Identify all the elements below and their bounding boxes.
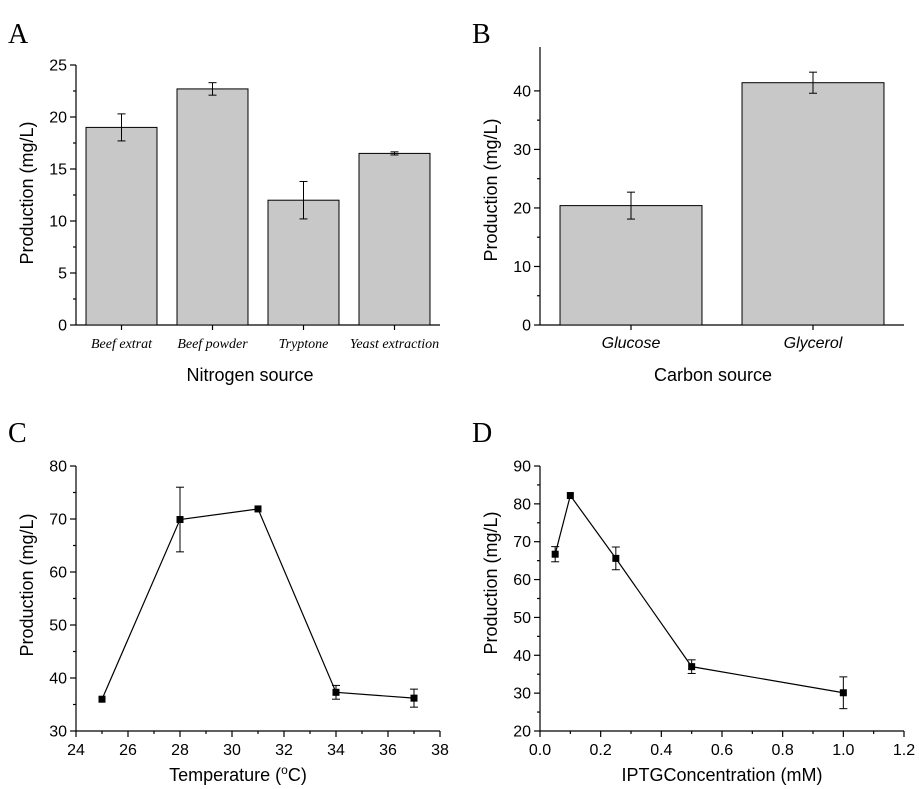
panel-a: A Production (mg/L) Nitrogen source 0 5 10… xyxy=(8,19,440,385)
panel-c-ytick-label: 70 xyxy=(49,512,67,529)
panel-c-data-point xyxy=(254,505,262,513)
panel-a-xlabel: Nitrogen source xyxy=(186,365,313,385)
panel-c-xtick-label: 24 xyxy=(67,742,85,759)
panel-a-ytick-label: 15 xyxy=(49,162,67,179)
panel-c-series-line xyxy=(101,508,415,700)
panel-b-ytick-label: 30 xyxy=(513,142,531,159)
panel-d-data-point xyxy=(688,663,696,671)
panel-d-ytick-label: 20 xyxy=(513,724,531,741)
panel-d-ytick-label: 30 xyxy=(513,686,531,703)
panel-b: B Production (mg/L) Carbon source 0 10 20 3… xyxy=(472,19,904,385)
panel-c-xtick-label: 30 xyxy=(223,742,241,759)
panel-b-category-label: Glucose xyxy=(602,335,661,352)
panel-c-data-point xyxy=(332,688,340,696)
panel-a-bar xyxy=(176,88,249,326)
panel-d-series-line xyxy=(554,494,844,694)
panel-b-ytick-label: 20 xyxy=(513,200,531,217)
panel-c-ylabel: Production (mg/L) xyxy=(17,513,37,656)
panel-c-letter: C xyxy=(8,418,27,449)
panel-c-xtick-label: 32 xyxy=(275,742,293,759)
panel-d-data-point xyxy=(612,554,620,562)
panel-c-data-point xyxy=(410,694,418,702)
panel-d-xtick-label: 1.2 xyxy=(893,742,915,759)
panel-a-bar xyxy=(85,126,158,326)
panel-a-ytick-label: 25 xyxy=(49,58,67,75)
panel-b-letter: B xyxy=(472,19,491,50)
panel-d-letter: D xyxy=(472,418,492,449)
panel-d-ytick-label: 70 xyxy=(513,534,531,551)
panel-d-data-point xyxy=(566,492,574,500)
panel-c-xtick-label: 38 xyxy=(431,742,449,759)
panel-d-xlabel: IPTGConcentration (mM) xyxy=(621,765,822,785)
panel-b-bar xyxy=(559,205,703,326)
panel-a-category-label: Beef extrat xyxy=(91,337,153,352)
panel-d-data-point xyxy=(551,550,559,558)
panel-d-ytick-label: 90 xyxy=(513,459,531,476)
panel-c-ytick-label: 80 xyxy=(49,459,67,476)
panel-d-xtick-label: 0.8 xyxy=(772,742,794,759)
panel-c: C Production (mg/L) Temperature (oC) 30 4… xyxy=(8,418,449,785)
panel-c-data-point xyxy=(98,695,106,703)
panel-d-data-point xyxy=(839,689,847,697)
panel-d-xtick-label: 0.4 xyxy=(650,742,672,759)
panel-a-ytick-label: 10 xyxy=(49,214,67,231)
panel-a-category-label: Yeast extraction xyxy=(350,337,439,352)
panel-c-xtick-label: 34 xyxy=(327,742,345,759)
panel-a-ytick-label: 20 xyxy=(49,110,67,127)
panel-c-xtick-label: 36 xyxy=(379,742,397,759)
panel-a-bar xyxy=(358,152,431,326)
panel-c-xtick-label: 26 xyxy=(119,742,137,759)
panel-c-xtick-label: 28 xyxy=(171,742,189,759)
panel-a-letter: A xyxy=(8,19,29,50)
panel-a-ytick-label: 0 xyxy=(58,318,67,335)
panel-b-ylabel: Production (mg/L) xyxy=(481,118,501,261)
panel-d-ytick-label: 60 xyxy=(513,572,531,589)
panel-d: D Production (mg/L) IPTGConcentration (m… xyxy=(472,418,915,785)
panel-c-data-point xyxy=(176,516,184,524)
panel-d-xtick-label: 1.0 xyxy=(832,742,854,759)
panel-c-plot: 30 40 50 60 70 80 24 26 28 30 32 34 36 38 xyxy=(49,459,449,760)
panel-b-plot: 0 10 20 30 40 Glucose Glycerol xyxy=(513,47,904,352)
panel-d-plot: 20 30 40 50 60 70 80 90 0.0 0.2 0.4 0.6 0.8 1.0 1.2 xyxy=(513,459,915,760)
panel-d-xtick-label: 0.6 xyxy=(711,742,733,759)
panel-a-plot: 0 5 10 15 20 25 Beef extrat Beef powder Tryptone… xyxy=(49,58,440,352)
panel-c-xlabel: Temperature (oC) xyxy=(169,763,307,785)
panel-b-bar xyxy=(741,82,885,326)
panel-c-ytick-label: 50 xyxy=(49,618,67,635)
panel-b-ytick-label: 0 xyxy=(522,318,531,335)
panel-a-ytick-label: 5 xyxy=(58,266,67,283)
panel-a-bar xyxy=(267,199,340,326)
panel-b-xlabel: Carbon source xyxy=(654,365,772,385)
panel-d-ytick-label: 50 xyxy=(513,610,531,627)
panel-b-ytick-label: 40 xyxy=(513,83,531,100)
panel-c-ytick-label: 30 xyxy=(49,724,67,741)
panel-a-ylabel: Production (mg/L) xyxy=(17,121,37,264)
panel-d-xtick-label: 0.2 xyxy=(590,742,612,759)
panel-d-ylabel: Production (mg/L) xyxy=(481,511,501,654)
panel-d-ytick-label: 80 xyxy=(513,496,531,513)
panel-d-xtick-label: 0.0 xyxy=(529,742,551,759)
panel-d-ytick-label: 40 xyxy=(513,648,531,665)
panel-b-category-label: Glycerol xyxy=(784,335,843,352)
panel-b-ytick-label: 10 xyxy=(513,259,531,276)
panel-c-ytick-label: 40 xyxy=(49,671,67,688)
panel-a-category-label: Tryptone xyxy=(279,337,329,352)
panel-c-ytick-label: 60 xyxy=(49,565,67,582)
panel-a-category-label: Beef powder xyxy=(177,337,248,352)
